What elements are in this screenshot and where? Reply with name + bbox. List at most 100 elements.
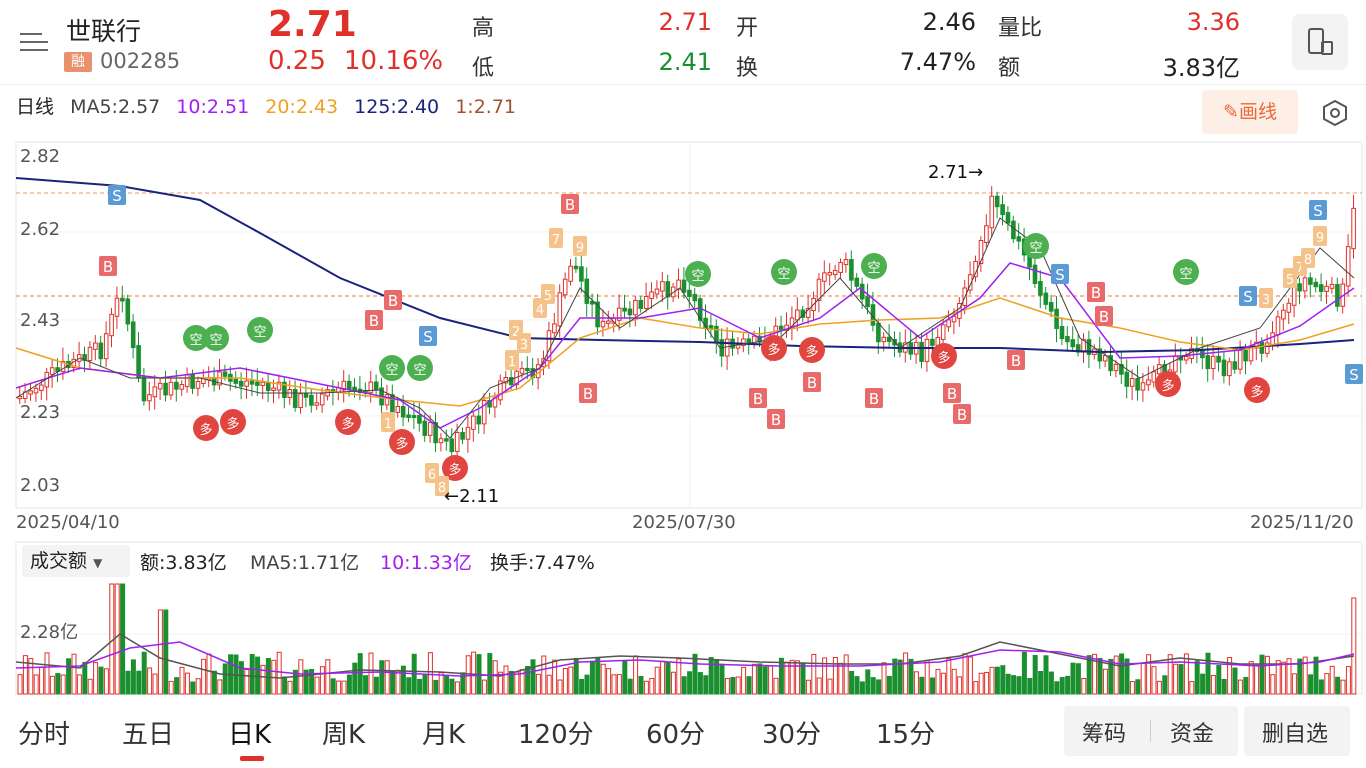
candle (633, 299, 638, 316)
y-tick: 2.23 (20, 402, 60, 423)
candle (714, 325, 719, 343)
volume-bar (903, 652, 909, 695)
volume-chart[interactable]: 2.28亿 (0, 538, 1366, 698)
volume-bar (962, 653, 968, 695)
candle (130, 321, 136, 349)
candle (881, 336, 887, 343)
candle (98, 342, 104, 360)
candle (271, 387, 276, 391)
volume-bar (1054, 681, 1060, 695)
signal-label: 空 (189, 333, 202, 348)
volume-bar (22, 655, 28, 695)
candle (1264, 342, 1270, 354)
candle (665, 281, 671, 298)
volume-bar (697, 672, 703, 695)
candle (1016, 236, 1022, 242)
candle (816, 278, 822, 301)
volume-bar (49, 675, 55, 695)
volume-bar (1140, 662, 1146, 695)
volume-bar (438, 672, 444, 695)
count-signal (1313, 226, 1327, 246)
tab-60min[interactable]: 60分 (646, 720, 706, 750)
volume-bar (71, 653, 77, 695)
signal-label: B (1099, 308, 1109, 326)
tab-daily-k[interactable]: 日K (228, 720, 272, 750)
sell-signal (108, 185, 126, 205)
candle (125, 298, 131, 325)
volume-bar (341, 680, 347, 695)
volume-bar (535, 673, 541, 695)
kline-chart[interactable]: SB空 空空多多多BB空 空S多多B9B空 空BBB多多空B多BB空SBBB空多S多S… (0, 138, 1366, 538)
tab-30min[interactable]: 30分 (762, 720, 822, 750)
buy-signal (943, 383, 961, 403)
settings-icon[interactable] (1320, 98, 1350, 128)
candles (17, 186, 1356, 461)
candle (319, 393, 325, 406)
candle (476, 415, 482, 425)
pencil-icon: ✎ (1223, 101, 1239, 123)
volume-bar (973, 681, 979, 695)
buy-signal (561, 194, 579, 214)
volume-bar (465, 655, 471, 695)
long-signal (799, 337, 825, 363)
stock-code: 002285 (100, 49, 181, 73)
candle (1335, 283, 1340, 307)
candle (39, 384, 44, 391)
funds-button[interactable]: 资金 (1170, 722, 1215, 747)
candle (854, 277, 860, 287)
signal-label: 多 (1250, 384, 1263, 400)
y-tick: 2.62 (20, 219, 60, 240)
tab-monthly-k[interactable]: 月K (422, 720, 466, 750)
short-signal (407, 355, 433, 381)
candle (238, 380, 244, 387)
volume-bar (395, 669, 401, 695)
volume-indicator-select[interactable]: 成交额 ▼ (22, 545, 130, 577)
draw-line-button[interactable]: ✎画线 (1202, 90, 1298, 134)
candle (1113, 363, 1119, 372)
volume-bar (935, 668, 941, 695)
volume-bar (130, 659, 136, 695)
chips-button[interactable]: 筹码 (1082, 722, 1127, 747)
candle (573, 265, 579, 270)
count-signal (381, 412, 395, 432)
count-signal (1259, 288, 1273, 308)
amount-value: 3.83亿 (1162, 54, 1240, 82)
volume-bar (1129, 681, 1135, 695)
short-signal (685, 261, 711, 287)
buy-signal (365, 310, 383, 330)
low-value: 2.41 (658, 48, 712, 76)
candle (147, 394, 152, 402)
volume-bar (433, 679, 439, 695)
signal-label: 多 (226, 416, 239, 432)
remove-watchlist-button[interactable]: 删自选 (1262, 722, 1329, 747)
volume-bar (222, 663, 228, 695)
volume-bar (93, 662, 99, 695)
candle (141, 375, 147, 402)
rotate-screen-button[interactable] (1292, 14, 1348, 70)
tab-15min[interactable]: 15分 (876, 720, 936, 750)
candle (93, 342, 98, 350)
candle (519, 367, 525, 374)
signal-label: 多 (341, 416, 354, 432)
tab-intraday[interactable]: 分时 (18, 720, 71, 750)
tab-five-day[interactable]: 五日 (122, 720, 175, 750)
volume-bar (1237, 679, 1243, 695)
margin-badge: 融 (64, 52, 92, 72)
menu-icon[interactable] (18, 30, 50, 54)
candle (687, 289, 692, 297)
volume-bar (422, 674, 428, 695)
candle (233, 378, 239, 384)
volume-bar (827, 678, 833, 695)
volume-bar (60, 674, 66, 695)
tab-weekly-k[interactable]: 周K (322, 720, 366, 750)
tab-120min[interactable]: 120分 (518, 720, 594, 750)
volume-bar (978, 672, 984, 695)
volume-bar (843, 654, 849, 695)
candle (1345, 246, 1351, 287)
ma20-line (15, 297, 1355, 407)
volume-bar (244, 669, 250, 695)
short-signal (183, 325, 209, 351)
sell-signal (1239, 286, 1257, 306)
count-signal (517, 333, 531, 353)
volume-bar (649, 677, 655, 695)
